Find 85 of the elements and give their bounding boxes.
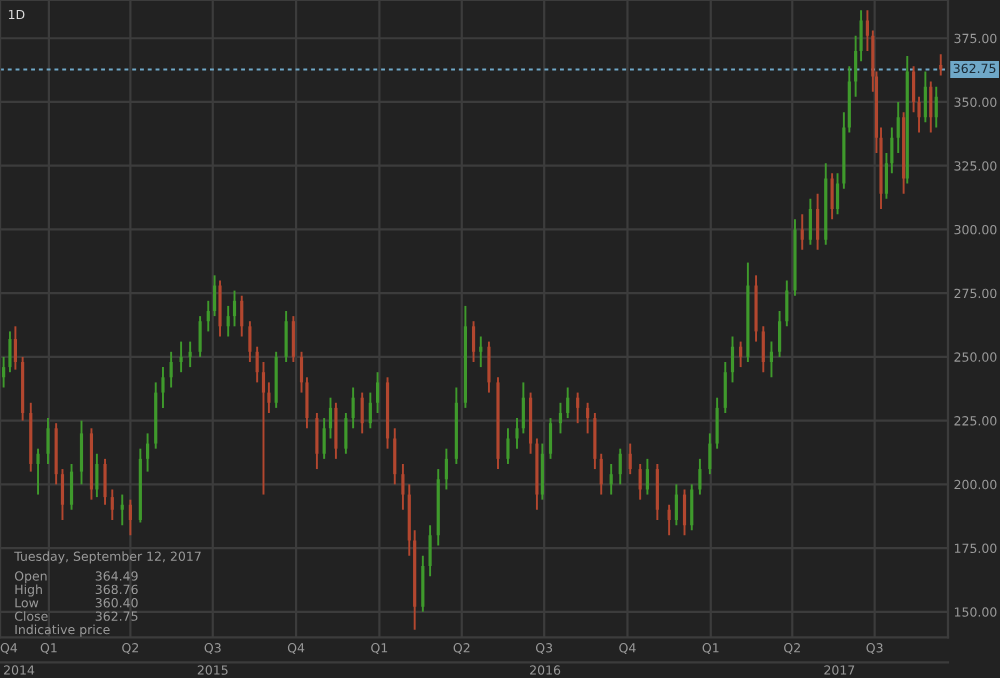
candlestick <box>328 396 333 440</box>
candlestick <box>120 493 124 527</box>
candlestick <box>715 396 719 450</box>
candlestick <box>428 524 432 578</box>
candlestick <box>444 447 448 491</box>
candlestick <box>730 335 735 384</box>
candlestick <box>667 503 671 537</box>
candlestick <box>232 289 237 328</box>
candlestick <box>69 463 74 511</box>
candlestick <box>576 391 580 425</box>
candlestick <box>344 412 348 455</box>
candlestick <box>360 391 364 435</box>
candlestick <box>690 483 694 532</box>
candlestick <box>179 340 183 374</box>
candlestick <box>540 442 544 501</box>
candlestick <box>816 192 820 251</box>
candlestick <box>558 401 563 435</box>
candlestick <box>110 488 114 522</box>
candlestick <box>548 417 553 460</box>
candlestick <box>739 340 743 369</box>
candlestick <box>284 310 288 363</box>
candlestick <box>723 361 727 414</box>
candlestick <box>146 432 150 473</box>
candlestick <box>521 381 525 435</box>
candlestick <box>421 554 425 613</box>
candlestick <box>785 279 789 328</box>
candlestick <box>206 299 210 333</box>
candlestick <box>226 304 230 338</box>
candlestick <box>54 422 58 486</box>
candlestick <box>566 386 570 420</box>
candlestick <box>261 361 266 496</box>
candlestick <box>315 412 319 471</box>
candlestick <box>103 457 107 506</box>
candlestick <box>13 325 17 371</box>
candlestick <box>375 371 380 414</box>
candlestick <box>95 452 99 499</box>
candlestick <box>830 172 834 221</box>
candlestick <box>128 498 132 537</box>
candlestick <box>778 310 782 358</box>
candlestick <box>487 340 491 394</box>
candlestick <box>161 366 165 409</box>
candlestick <box>599 452 603 496</box>
candlestick <box>291 315 295 363</box>
candlestick <box>351 386 355 430</box>
candlestick <box>36 447 40 496</box>
candlestick <box>708 432 712 476</box>
candlestick <box>479 335 483 369</box>
candlestick <box>218 279 222 338</box>
candlestick <box>60 468 65 522</box>
candlestick <box>618 447 622 486</box>
candlestick <box>800 213 804 251</box>
candlestick <box>923 70 927 124</box>
candlestick <box>682 488 687 537</box>
candlestick <box>255 345 259 384</box>
candlestick <box>655 463 659 522</box>
candlestick <box>240 294 244 338</box>
candlestick <box>628 442 632 476</box>
candlestick <box>213 274 217 318</box>
candlestick <box>761 325 765 374</box>
candlestick <box>198 315 202 358</box>
candlestick <box>274 350 278 409</box>
candlestick <box>593 412 597 471</box>
candlestick <box>609 463 613 496</box>
candlestick <box>638 463 642 501</box>
candlestick <box>645 457 649 496</box>
candlestick <box>248 320 252 363</box>
candlestick <box>188 340 192 369</box>
candlestick <box>506 427 510 465</box>
candlestick <box>393 427 397 486</box>
candlestick <box>929 80 933 134</box>
candlestick <box>322 417 326 460</box>
candlestick <box>934 85 938 129</box>
candlestick <box>674 483 678 527</box>
candlestick <box>808 197 812 246</box>
candlestick <box>368 391 372 430</box>
candlestick <box>586 401 590 435</box>
candlestick <box>698 457 702 496</box>
candlestick <box>46 417 50 465</box>
candlestick <box>79 419 84 486</box>
candlestick <box>769 340 774 379</box>
candlestick <box>471 320 476 363</box>
candlestick <box>169 350 173 389</box>
candlestick <box>334 401 338 460</box>
candlestick <box>896 101 900 154</box>
candlestick <box>754 274 758 343</box>
